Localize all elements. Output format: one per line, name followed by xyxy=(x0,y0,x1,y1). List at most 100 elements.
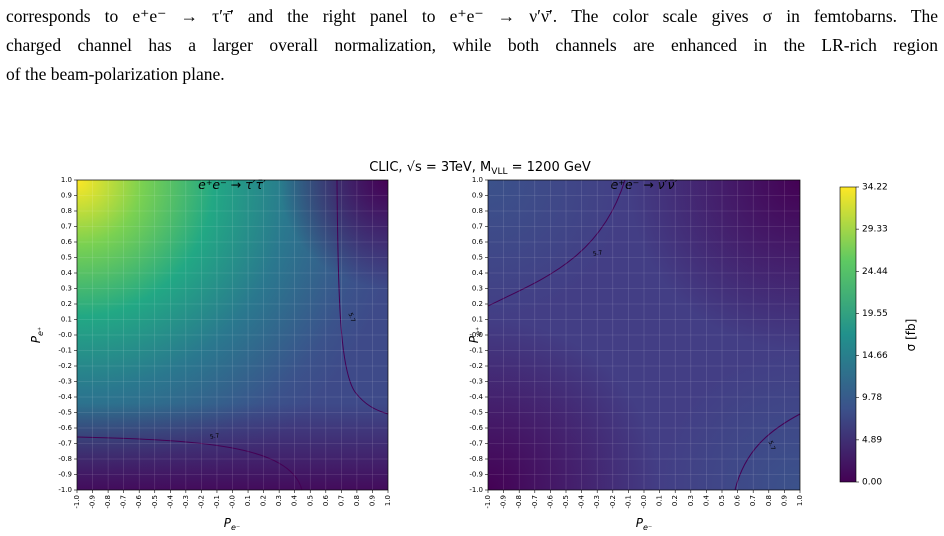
y-tick-label: 0.5 xyxy=(61,254,72,262)
x-tick-label: -0.0 xyxy=(229,495,237,509)
x-tick-label: -0.9 xyxy=(500,495,508,509)
y-tick-label: 0.7 xyxy=(61,223,72,231)
contour-line xyxy=(487,179,626,307)
x-tick-label: 0.7 xyxy=(749,495,757,506)
y-tick-label: -0.9 xyxy=(58,471,72,479)
y-tick-label: 1.0 xyxy=(61,176,72,184)
y-tick-label: -0.1 xyxy=(58,347,72,355)
x-tick-label: 0.7 xyxy=(337,495,345,506)
y-tick-label: -0.5 xyxy=(58,409,72,417)
x-tick-label: 0.1 xyxy=(656,495,664,506)
x-tick-label: -0.1 xyxy=(213,495,221,509)
y-tick-label: -0.5 xyxy=(469,409,483,417)
y-tick-label: 0.8 xyxy=(61,207,72,215)
y-tick-label: -0.9 xyxy=(469,471,483,479)
x-tick-label: 0.6 xyxy=(734,494,742,506)
y-tick-label: 0.4 xyxy=(472,269,484,277)
panel-title: e⁺e⁻ → τ′τ̄′ xyxy=(198,177,266,192)
contour-line xyxy=(76,436,303,491)
x-tick-label: -0.6 xyxy=(546,494,554,508)
y-tick-label: -0.0 xyxy=(469,331,483,339)
x-tick-label: 1.0 xyxy=(384,495,392,506)
y-tick-label: 0.2 xyxy=(472,300,483,308)
x-tick-label: 0.5 xyxy=(718,495,726,506)
y-tick-label: -0.7 xyxy=(58,440,72,448)
text-line: charged channel has a larger overall nor… xyxy=(6,35,938,55)
x-tick-label: -0.8 xyxy=(104,495,112,509)
y-tick-label: -0.1 xyxy=(469,347,483,355)
y-tick-label: -0.2 xyxy=(469,362,483,370)
y-tick-label: 0.4 xyxy=(61,269,73,277)
x-tick-label: 0.3 xyxy=(275,495,283,506)
x-tick-label: 0.5 xyxy=(306,495,314,506)
x-tick-label: -0.3 xyxy=(593,495,601,509)
colorbar-tick-label: 9.78 xyxy=(862,393,882,403)
y-axis-label: Pe⁺ xyxy=(29,327,45,343)
x-tick-label: -0.8 xyxy=(515,495,523,509)
colorbar-tick-label: 34.22 xyxy=(862,183,888,193)
y-tick-label: 0.6 xyxy=(61,238,73,246)
x-tick-label: 0.9 xyxy=(780,495,788,506)
x-tick-label: 0.4 xyxy=(702,494,710,506)
contour-label: 5.7 xyxy=(592,249,603,258)
x-tick-label: -0.4 xyxy=(166,494,174,508)
y-tick-label: -0.6 xyxy=(469,424,483,432)
y-tick-label: -0.8 xyxy=(58,455,72,463)
y-tick-label: 0.7 xyxy=(472,223,483,231)
x-axis-label: Pe⁻ xyxy=(636,516,652,532)
contour-line xyxy=(734,413,801,491)
y-tick-label: 0.3 xyxy=(472,285,483,293)
colorbar-tick-label: 4.89 xyxy=(862,435,882,445)
x-tick-label: 0.8 xyxy=(765,495,773,506)
y-tick-label: 0.5 xyxy=(472,254,483,262)
y-tick-label: 0.3 xyxy=(61,285,72,293)
x-tick-label: 0.4 xyxy=(291,494,299,506)
y-tick-label: -0.2 xyxy=(58,362,72,370)
colorbar-tick-label: 29.33 xyxy=(862,225,888,235)
suptitle: CLIC, √s = 3TeV, MVLL = 1200 GeV xyxy=(369,160,591,177)
y-tick-label: -0.3 xyxy=(469,378,483,386)
y-tick-label: -0.4 xyxy=(469,393,483,401)
x-tick-label: 0.2 xyxy=(671,495,679,506)
x-tick-label: 1.0 xyxy=(796,495,804,506)
y-tick-label: -0.0 xyxy=(58,331,72,339)
y-tick-label: -0.6 xyxy=(58,424,72,432)
x-tick-label: -0.5 xyxy=(151,495,159,509)
x-tick-label: 0.8 xyxy=(353,495,361,506)
y-tick-label: 1.0 xyxy=(472,176,483,184)
contour-label: 5.7 xyxy=(209,432,220,441)
y-tick-label: 0.6 xyxy=(472,238,484,246)
paragraph: corresponds to e⁺e⁻ → τ′τ̄′ and the righ… xyxy=(6,2,938,89)
x-tick-label: 0.2 xyxy=(260,495,268,506)
y-tick-label: 0.9 xyxy=(61,192,72,200)
x-tick-label: -0.4 xyxy=(578,494,586,508)
y-tick-label: -1.0 xyxy=(469,486,483,494)
y-tick-label: 0.9 xyxy=(472,192,483,200)
colorbar-tick-label: 24.44 xyxy=(862,267,888,277)
y-tick-label: -1.0 xyxy=(58,486,72,494)
y-tick-label: -0.8 xyxy=(469,455,483,463)
y-tick-label: 0.8 xyxy=(472,207,483,215)
x-tick-label: 0.1 xyxy=(244,495,252,506)
y-axis-label: Pe⁺ xyxy=(467,327,483,343)
text-line: corresponds to e⁺e⁻ → τ′τ̄′ and the righ… xyxy=(6,6,938,26)
x-tick-label: -1.0 xyxy=(484,495,492,509)
axes-frame xyxy=(76,179,389,491)
x-tick-label: 0.3 xyxy=(687,495,695,506)
y-tick-label: -0.4 xyxy=(58,393,72,401)
colorbar-label: σ [fb] xyxy=(904,319,918,352)
y-tick-label: 0.2 xyxy=(61,300,72,308)
colorbar xyxy=(839,186,857,483)
x-tick-label: -0.1 xyxy=(624,495,632,509)
y-tick-label: -0.3 xyxy=(58,378,72,386)
colorbar-tick-label: 0.00 xyxy=(862,478,882,488)
y-tick-label: 0.1 xyxy=(61,316,72,324)
x-tick-label: 0.6 xyxy=(322,494,330,506)
x-tick-label: 0.9 xyxy=(368,495,376,506)
x-tick-label: -0.2 xyxy=(197,495,205,509)
x-tick-label: -0.7 xyxy=(531,495,539,509)
axes-frame xyxy=(487,179,801,491)
x-tick-label: -0.9 xyxy=(89,495,97,509)
contour-label: 5.7 xyxy=(346,312,356,324)
